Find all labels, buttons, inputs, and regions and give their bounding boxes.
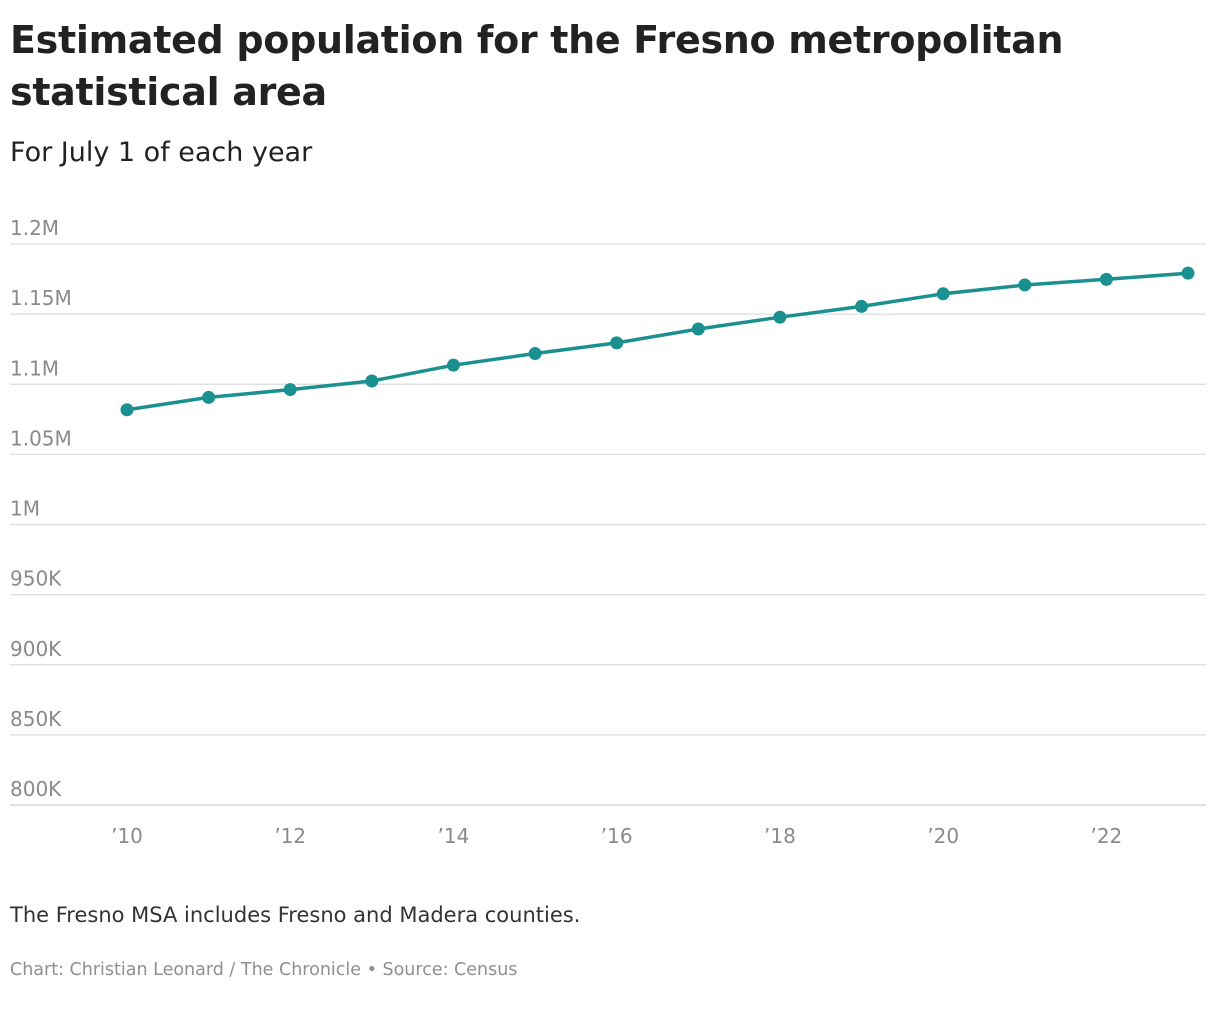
y-tick-label: 1.15M [10, 286, 72, 310]
data-point[interactable] [1099, 272, 1113, 286]
chart-credit: Chart: Christian Leonard / The Chronicle… [10, 960, 518, 980]
y-tick-label: 1M [10, 497, 40, 521]
x-axis-labels: ’10 ’12 ’14 ’16 ’18 ’20 ’22 [111, 824, 1122, 848]
data-point[interactable] [528, 347, 542, 361]
y-tick-label: 950K [10, 567, 62, 591]
y-tick-label: 900K [10, 637, 62, 661]
x-tick-label: ’16 [601, 824, 633, 848]
y-tick-label: 850K [10, 707, 62, 731]
x-tick-label: ’10 [111, 824, 143, 848]
x-tick-label: ’18 [764, 824, 796, 848]
x-tick-label: ’22 [1090, 824, 1122, 848]
x-tick-label: ’12 [274, 824, 306, 848]
x-tick-label: ’20 [927, 824, 959, 848]
y-tick-label: 800K [10, 777, 62, 801]
data-point[interactable] [610, 336, 624, 350]
data-point[interactable] [691, 322, 705, 336]
data-point[interactable] [283, 383, 297, 397]
data-point[interactable] [202, 390, 216, 404]
data-point[interactable] [773, 310, 787, 324]
data-point[interactable] [1181, 266, 1195, 280]
chart-title: Estimated population for the Fresno metr… [10, 18, 1064, 114]
data-point[interactable] [936, 287, 950, 301]
series-line [125, 271, 1190, 412]
y-tick-label: 1.05M [10, 426, 72, 450]
line-chart: 1.2M 1.15M 1.1M 1.05M 1M 950K 900K 850K 800K ’10… [10, 216, 1206, 848]
chart-note: The Fresno MSA includes Fresno and Mader… [10, 903, 581, 927]
grid-lines [10, 243, 1206, 806]
data-point[interactable] [365, 374, 379, 388]
data-point[interactable] [120, 403, 134, 417]
y-tick-label: 1.2M [10, 216, 59, 240]
series-population [120, 266, 1195, 417]
chart-subtitle: For July 1 of each year [10, 137, 313, 168]
x-tick-label: ’14 [438, 824, 470, 848]
data-point[interactable] [446, 358, 460, 372]
data-point[interactable] [1018, 278, 1032, 292]
data-point[interactable] [855, 299, 869, 313]
y-axis-labels: 1.2M 1.15M 1.1M 1.05M 1M 950K 900K 850K 800K [10, 216, 72, 801]
y-tick-label: 1.1M [10, 356, 59, 380]
